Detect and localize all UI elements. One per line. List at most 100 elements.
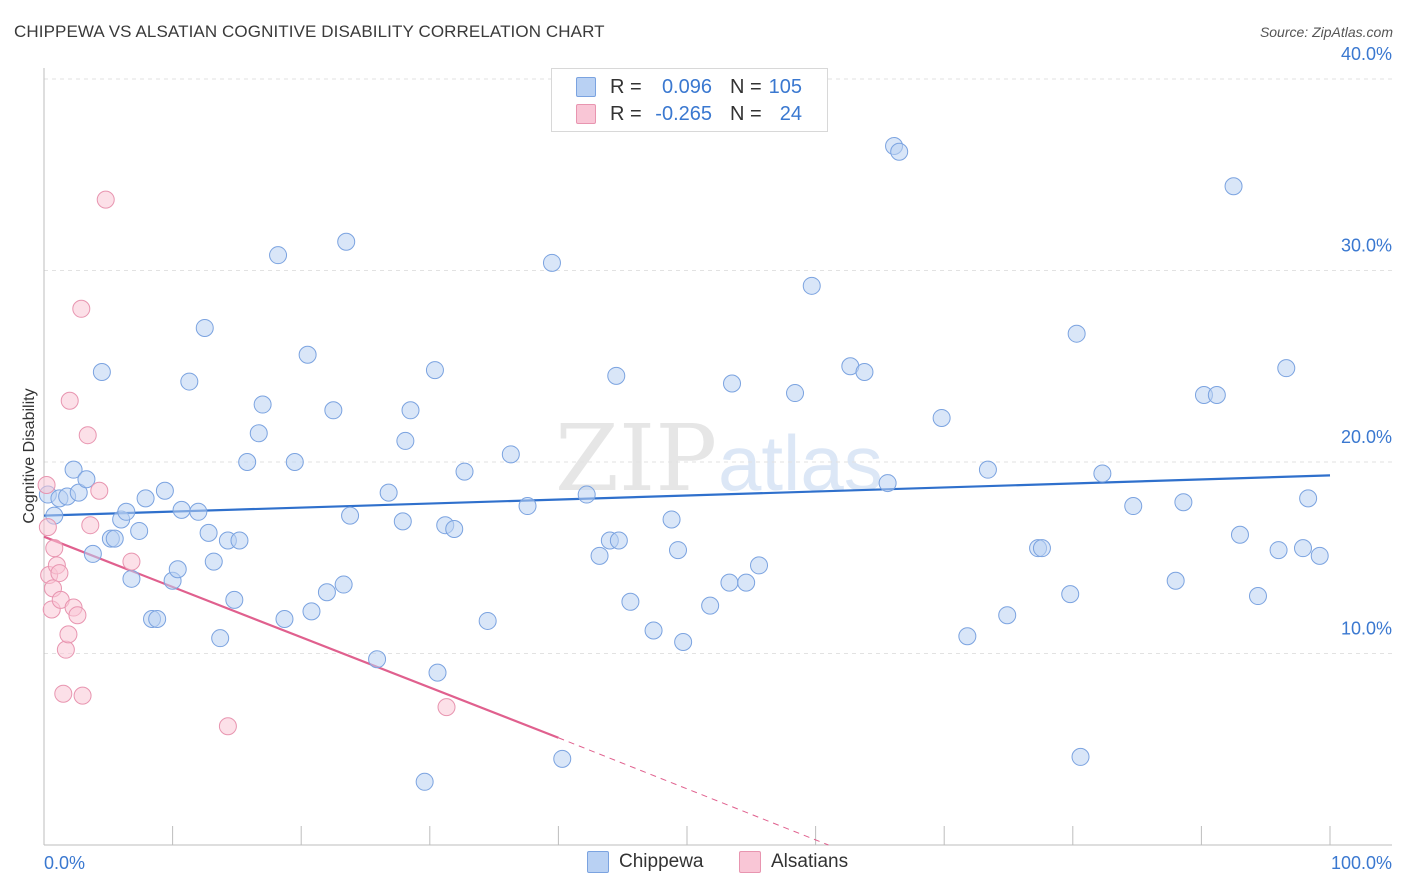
data-point-chippewa xyxy=(168,560,187,579)
data-point-chippewa xyxy=(607,366,626,385)
data-point-alsatians xyxy=(54,684,73,703)
data-point-chippewa xyxy=(720,573,739,592)
data-point-chippewa xyxy=(285,453,304,471)
trend-extension-alsatians xyxy=(558,737,829,846)
data-point-chippewa xyxy=(425,361,444,380)
chart-title: CHIPPEWA VS ALSATIAN COGNITIVE DISABILIT… xyxy=(14,22,605,41)
data-point-chippewa xyxy=(855,362,874,381)
legend-r-label: R = xyxy=(610,75,642,98)
data-point-chippewa xyxy=(723,374,742,393)
data-point-chippewa xyxy=(337,232,356,251)
data-point-chippewa xyxy=(92,362,111,381)
data-point-chippewa xyxy=(117,502,136,521)
data-point-chippewa xyxy=(379,483,398,502)
data-point-chippewa xyxy=(155,481,174,500)
data-point-chippewa xyxy=(1071,747,1090,766)
x-tick-label-min: 0.0% xyxy=(44,853,85,873)
data-point-chippewa xyxy=(1061,585,1080,604)
data-point-alsatians xyxy=(73,686,92,705)
data-point-chippewa xyxy=(1124,497,1143,516)
data-point-chippewa xyxy=(302,602,321,621)
trend-line-alsatians xyxy=(43,535,559,739)
data-point-chippewa xyxy=(1093,464,1112,483)
data-point-chippewa xyxy=(211,629,230,648)
data-point-chippewa xyxy=(148,610,167,629)
data-point-chippewa xyxy=(1248,587,1267,606)
data-point-chippewa xyxy=(368,650,387,669)
data-point-alsatians xyxy=(218,717,237,736)
data-point-chippewa xyxy=(932,408,951,427)
data-point-chippewa xyxy=(230,531,249,550)
data-point-chippewa xyxy=(644,621,663,640)
bottom-legend-label-alsatians: Alsatians xyxy=(771,851,849,872)
data-point-chippewa xyxy=(253,395,272,414)
data-point-alsatians xyxy=(60,391,79,410)
bottom-legend-chippewa: Chippewa xyxy=(587,851,704,873)
legend-r-label: R = xyxy=(610,102,642,125)
data-point-chippewa xyxy=(501,445,520,464)
data-point-chippewa xyxy=(1310,546,1329,565)
x-tick-label-max: 100.0% xyxy=(1331,853,1392,873)
data-point-chippewa xyxy=(786,384,805,403)
data-point-chippewa xyxy=(1166,571,1185,590)
data-point-chippewa xyxy=(478,611,497,630)
data-point-alsatians xyxy=(45,539,64,558)
data-point-chippewa xyxy=(105,529,124,548)
data-point-chippewa xyxy=(393,512,412,531)
legend-n-label: N = xyxy=(730,103,762,125)
data-point-chippewa xyxy=(998,606,1017,625)
data-point-chippewa xyxy=(269,246,288,265)
legend-r-value-alsatians: -0.265 xyxy=(655,103,712,125)
data-point-chippewa xyxy=(225,590,244,609)
data-point-chippewa xyxy=(83,544,102,563)
data-point-chippewa xyxy=(1299,489,1318,508)
data-point-chippewa xyxy=(401,401,420,420)
data-point-chippewa xyxy=(238,453,257,471)
data-point-chippewa xyxy=(542,253,561,272)
data-point-chippewa xyxy=(518,497,537,516)
data-point-alsatians xyxy=(68,606,87,625)
source-label: Source: ZipAtlas.com xyxy=(1259,24,1393,40)
bottom-legend-swatch-alsatians xyxy=(739,851,761,873)
legend-row-chippewa: R = xyxy=(576,74,642,100)
data-point-alsatians xyxy=(50,564,69,583)
data-point-chippewa xyxy=(701,596,720,615)
data-point-chippewa xyxy=(1032,539,1051,558)
y-tick-label: 30.0% xyxy=(1341,236,1392,256)
data-point-chippewa xyxy=(130,521,149,540)
data-point-chippewa xyxy=(317,583,336,602)
trend-line-chippewa xyxy=(43,474,1331,517)
data-point-chippewa xyxy=(455,462,474,481)
y-axis-title: Cognitive Disability xyxy=(21,388,38,523)
data-point-chippewa xyxy=(249,424,268,443)
data-point-chippewa xyxy=(189,502,208,521)
data-point-chippewa xyxy=(958,627,977,646)
legend-r-value-chippewa: 0.096 xyxy=(661,76,712,98)
bottom-legend-label-chippewa: Chippewa xyxy=(619,851,704,872)
data-point-chippewa xyxy=(172,500,191,519)
data-point-chippewa xyxy=(668,541,687,560)
data-point-chippewa xyxy=(396,431,415,450)
data-point-chippewa xyxy=(180,372,199,391)
legend-n-value-chippewa: 105 xyxy=(768,76,802,98)
data-point-chippewa xyxy=(136,489,155,508)
legend-swatch-chippewa xyxy=(576,77,596,97)
data-point-chippewa xyxy=(590,546,609,565)
data-point-alsatians xyxy=(59,625,78,644)
y-tick-label: 10.0% xyxy=(1341,619,1392,639)
data-point-alsatians xyxy=(90,481,109,500)
data-point-chippewa xyxy=(204,552,223,571)
data-point-chippewa xyxy=(445,520,464,539)
data-point-chippewa xyxy=(1067,324,1086,343)
legend-row-alsatians: R = xyxy=(576,101,642,127)
data-point-chippewa xyxy=(195,318,214,337)
data-point-chippewa xyxy=(890,142,909,161)
data-point-chippewa xyxy=(1269,541,1288,560)
data-point-chippewa xyxy=(878,474,897,493)
correlation-legend: R = 0.096 N = 105 R = -0.265 N = 24 xyxy=(551,68,828,132)
data-point-chippewa xyxy=(1174,493,1193,512)
data-point-chippewa xyxy=(415,772,434,791)
data-point-chippewa xyxy=(621,592,640,611)
data-point-chippewa xyxy=(553,749,572,768)
